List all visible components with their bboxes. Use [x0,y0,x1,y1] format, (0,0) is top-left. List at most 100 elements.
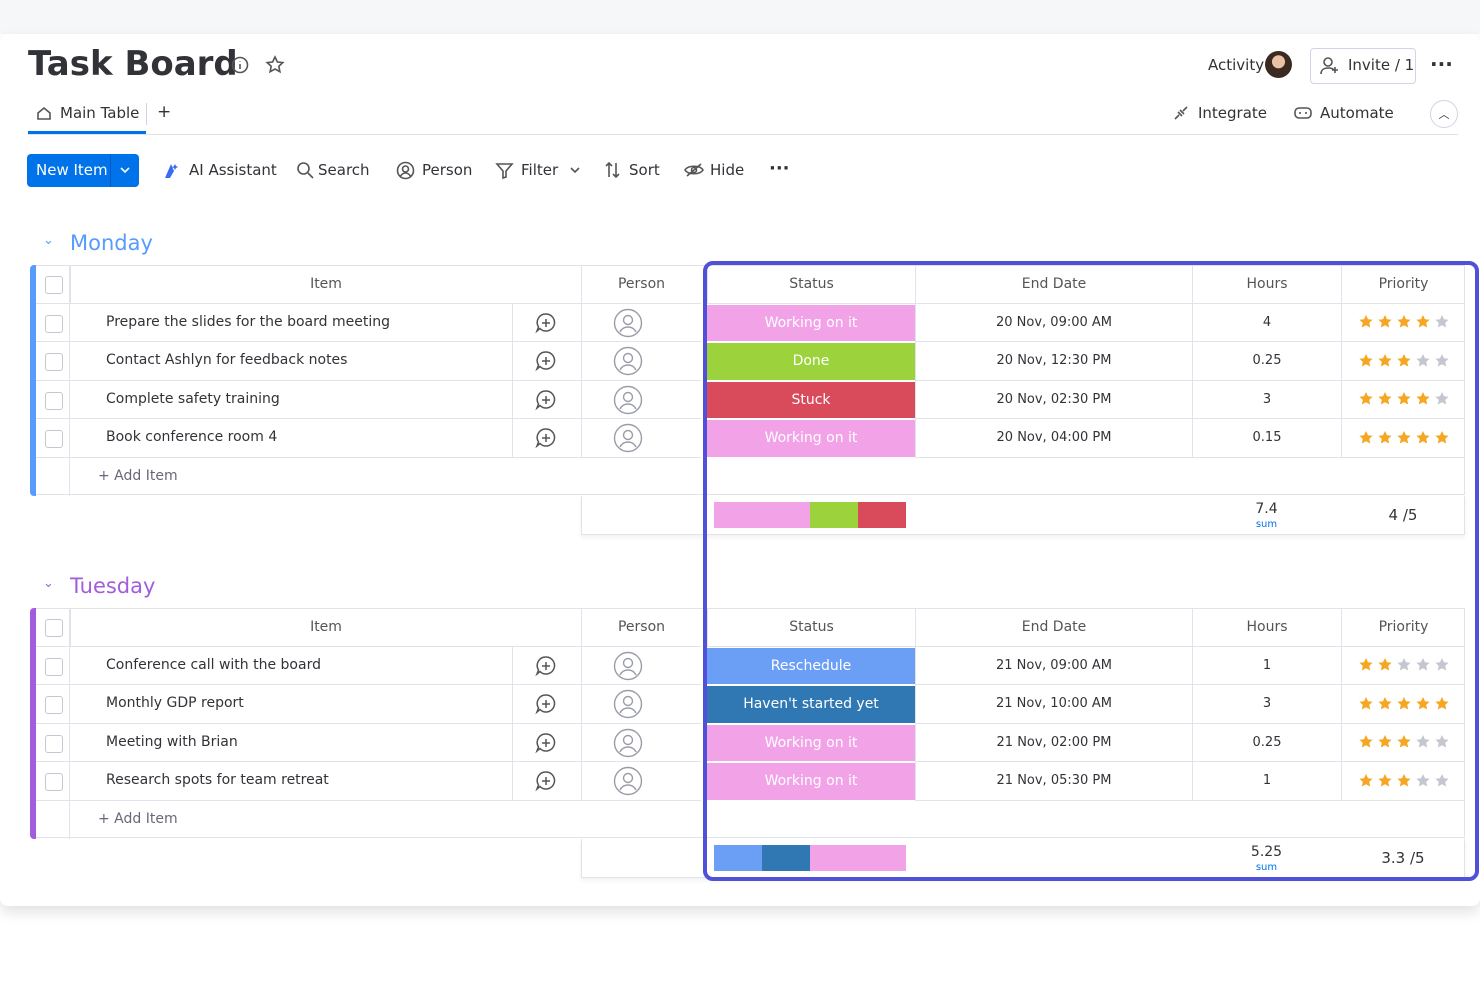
row-checkbox[interactable] [45,353,63,371]
more-menu[interactable]: ··· [1430,52,1453,76]
add-update-button[interactable] [535,389,557,415]
end-date[interactable]: 21 Nov, 02:00 PM [915,723,1192,762]
item-name[interactable]: Meeting with Brian [106,733,238,750]
item-name[interactable]: Book conference room 4 [106,429,278,445]
add-update-button[interactable] [535,770,557,796]
person-avatar[interactable] [613,346,643,376]
user-avatar[interactable] [1265,51,1292,78]
person-avatar[interactable] [613,651,643,681]
item-name[interactable]: Prepare the slides for the board meeting [106,313,390,330]
person-avatar[interactable] [613,385,643,415]
end-date[interactable]: 21 Nov, 09:00 AM [915,646,1192,685]
priority-stars[interactable] [1341,762,1465,801]
hours[interactable]: 0.15 [1192,419,1341,458]
row-checkbox[interactable] [45,734,63,753]
row-checkbox[interactable] [45,696,63,714]
status-cell[interactable]: Working on it [707,724,915,761]
info-icon[interactable] [231,56,249,74]
header-checkbox[interactable] [45,619,63,637]
item-cell [70,685,581,724]
filter-dropdown[interactable] [568,163,582,177]
end-date[interactable]: 20 Nov, 09:00 AM [915,303,1192,342]
integrate-button[interactable]: Integrate [1198,104,1268,122]
end-date[interactable]: 20 Nov, 12:30 PM [915,342,1192,381]
row-checkbox-cell [36,419,70,458]
hours[interactable]: 3 [1192,685,1341,724]
item-name[interactable]: Research spots for team retreat [106,772,329,788]
status-cell[interactable]: Reschedule [707,647,915,684]
priority-stars[interactable] [1341,419,1465,458]
priority-stars[interactable] [1341,685,1465,724]
status-summary-segment [714,502,810,528]
group-title[interactable]: Monday [70,231,153,255]
ai-assistant-button[interactable]: AI Assistant [189,161,277,179]
person-cell [581,419,701,458]
priority-stars[interactable] [1341,646,1465,685]
person-avatar[interactable] [613,308,643,338]
hours[interactable]: 3 [1192,380,1341,419]
person-avatar[interactable] [613,423,643,453]
row-checkbox[interactable] [45,773,63,791]
group-collapse[interactable]: ⌄ [43,576,54,591]
person-avatar[interactable] [613,689,643,719]
status-cell[interactable]: Haven't started yet [707,686,915,723]
favorite-icon[interactable] [265,55,285,75]
add-update-button[interactable] [535,693,557,719]
item-name[interactable]: Conference call with the board [106,656,321,673]
row-checkbox[interactable] [45,657,63,676]
invite-button[interactable] [1310,48,1416,84]
add-update-button[interactable] [535,312,557,338]
end-date[interactable]: 21 Nov, 10:00 AM [915,685,1192,724]
activity-button[interactable]: Activity [1208,56,1265,74]
row-checkbox-cell [36,762,70,801]
status-cell[interactable]: Done [707,343,915,380]
item-name[interactable]: Complete safety training [106,390,280,407]
add-update-button[interactable] [535,350,557,376]
end-date[interactable]: 20 Nov, 02:30 PM [915,380,1192,419]
item-name[interactable]: Monthly GDP report [106,695,244,711]
hours[interactable]: 1 [1192,646,1341,685]
priority-stars[interactable] [1341,342,1465,381]
hours[interactable]: 0.25 [1192,723,1341,762]
toolbar-more[interactable]: ··· [769,158,790,179]
filter-button[interactable]: Filter [521,161,559,179]
priority-stars[interactable] [1341,380,1465,419]
row-checkbox-cell [36,380,70,419]
hide-button[interactable]: Hide [710,161,745,179]
end-date[interactable]: 21 Nov, 05:30 PM [915,762,1192,801]
header-checkbox[interactable] [45,276,63,294]
person-avatar[interactable] [613,766,643,796]
add-update-button[interactable] [535,732,557,758]
add-update-button[interactable] [535,427,557,453]
row-checkbox[interactable] [45,391,63,410]
hours[interactable]: 1 [1192,762,1341,801]
person-filter-button[interactable]: Person [422,161,473,179]
status-cell[interactable]: Stuck [707,381,915,418]
row-checkbox[interactable] [45,430,63,448]
add-item[interactable]: + Add Item [98,467,178,484]
new-item-dropdown[interactable] [118,163,132,177]
priority-stars[interactable] [1341,723,1465,762]
person-avatar[interactable] [613,728,643,758]
collapse-header-button[interactable]: ︿ [1430,100,1458,128]
add-update-button[interactable] [535,655,557,681]
main-table-tab[interactable]: Main Table [60,104,140,122]
sort-button[interactable]: Sort [629,161,660,179]
priority-average: 4 /5 [1388,506,1418,525]
add-item[interactable]: + Add Item [98,810,178,827]
priority-stars[interactable] [1341,303,1465,342]
status-cell[interactable]: Working on it [707,763,915,800]
automate-button[interactable]: Automate [1320,104,1394,122]
hours[interactable]: 0.25 [1192,342,1341,381]
status-cell[interactable]: Working on it [707,420,915,457]
end-date[interactable]: 20 Nov, 04:00 PM [915,419,1192,458]
add-view-button[interactable]: + [157,102,172,122]
row-checkbox[interactable] [45,314,63,333]
group-collapse[interactable]: ⌄ [43,233,54,248]
new-item-button[interactable] [27,154,139,187]
group-title[interactable]: Tuesday [70,574,156,598]
status-cell[interactable]: Working on it [707,304,915,341]
hours[interactable]: 4 [1192,303,1341,342]
item-name[interactable]: Contact Ashlyn for feedback notes [106,352,348,368]
search-button[interactable]: Search [318,161,370,179]
